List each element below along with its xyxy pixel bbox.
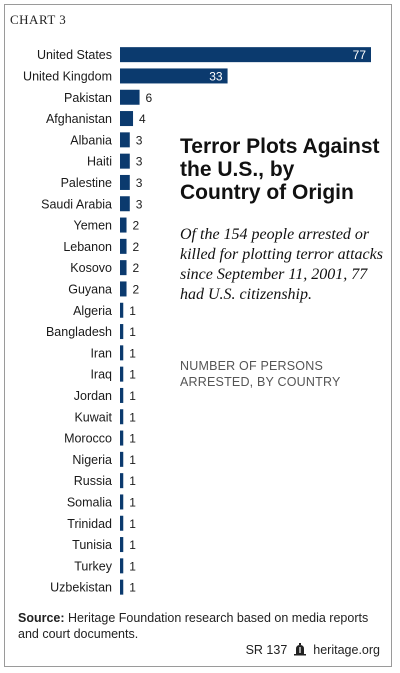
category-label: Turkey (74, 559, 112, 573)
category-label: Somalia (67, 495, 112, 509)
category-label: Kuwait (74, 410, 112, 424)
chart-title: Terror Plots Against the U.S., by Countr… (180, 135, 380, 204)
data-label: 1 (129, 581, 136, 595)
category-label: Iran (90, 346, 112, 360)
category-label: Russia (74, 474, 112, 488)
chart-number-label: CHART 3 (10, 12, 67, 27)
source-text: Heritage Foundation research based on me… (18, 611, 369, 641)
data-label: 2 (133, 261, 140, 275)
data-label: 1 (129, 453, 136, 467)
bar (120, 153, 130, 169)
category-label: Bangladesh (46, 325, 112, 339)
value-axis-note: NUMBER OF PERSONS ARRESTED, BY COUNTRY (180, 359, 341, 389)
bar (120, 68, 228, 84)
data-label: 1 (129, 368, 136, 382)
data-label: 1 (129, 517, 136, 531)
data-label: 1 (129, 474, 136, 488)
bar (120, 281, 127, 297)
report-id: SR 137 (245, 643, 288, 657)
data-label: 1 (129, 410, 136, 424)
bar (120, 473, 124, 489)
category-label: Palestine (61, 176, 112, 190)
category-label: Kosovo (70, 261, 112, 275)
data-label: 1 (129, 538, 136, 552)
bar (120, 196, 130, 212)
bar (120, 324, 124, 340)
source-note: Source: Heritage Foundation research bas… (18, 610, 378, 642)
data-label: 4 (139, 112, 146, 126)
category-label: Lebanon (63, 240, 112, 254)
category-label: Yemen (74, 219, 113, 233)
category-label: Morocco (64, 432, 112, 446)
bar (120, 494, 124, 510)
source-label: Source: (18, 611, 65, 625)
data-label: 1 (129, 559, 136, 573)
bar (120, 515, 124, 531)
bar (120, 238, 127, 254)
bar (120, 260, 127, 276)
bar (120, 409, 124, 425)
data-label: 1 (129, 432, 136, 446)
bar (120, 579, 124, 595)
bar (120, 111, 134, 127)
chart-subtitle: Of the 154 people arrested or killed for… (180, 226, 383, 303)
data-label: 3 (136, 176, 143, 190)
data-label: 1 (129, 304, 136, 318)
bar (120, 430, 124, 446)
category-label: Pakistan (64, 91, 112, 105)
bar (120, 302, 124, 318)
bar (120, 132, 130, 148)
data-label: 1 (129, 389, 136, 403)
bar (120, 217, 127, 233)
category-label: Saudi Arabia (41, 197, 112, 211)
footer: SR 137 heritage.org (246, 643, 380, 657)
chart-frame (4, 4, 392, 667)
category-label: Trinidad (67, 517, 112, 531)
data-label: 3 (136, 155, 143, 169)
data-label: 6 (146, 91, 153, 105)
bar (120, 345, 124, 361)
category-label: Guyana (68, 282, 112, 296)
data-label: 77 (353, 48, 367, 62)
category-label: Haiti (87, 155, 112, 169)
bar (120, 47, 371, 63)
data-label: 33 (209, 69, 223, 83)
bar (120, 451, 124, 467)
category-label: Albania (70, 133, 112, 147)
category-label: Nigeria (72, 453, 112, 467)
liberty-bell-icon (294, 643, 307, 656)
category-label: Iraq (90, 368, 112, 382)
data-label: 1 (129, 495, 136, 509)
data-label: 3 (136, 197, 143, 211)
bar (120, 387, 124, 403)
bar (120, 174, 130, 190)
category-label: United States (37, 48, 112, 62)
data-label: 1 (129, 325, 136, 339)
bar (120, 537, 124, 553)
data-label: 1 (129, 346, 136, 360)
bar (120, 366, 124, 382)
bar (120, 89, 140, 105)
data-label: 3 (136, 133, 143, 147)
data-label: 2 (133, 240, 140, 254)
data-label: 2 (133, 219, 140, 233)
category-label: Afghanistan (46, 112, 112, 126)
category-label: Uzbekistan (50, 581, 112, 595)
category-label: Jordan (74, 389, 112, 403)
category-label: Tunisia (72, 538, 112, 552)
bar (120, 558, 124, 574)
category-label: United Kingdom (23, 69, 112, 83)
category-label: Algeria (73, 304, 112, 318)
site-link[interactable]: heritage.org (313, 643, 380, 657)
data-label: 2 (133, 282, 140, 296)
